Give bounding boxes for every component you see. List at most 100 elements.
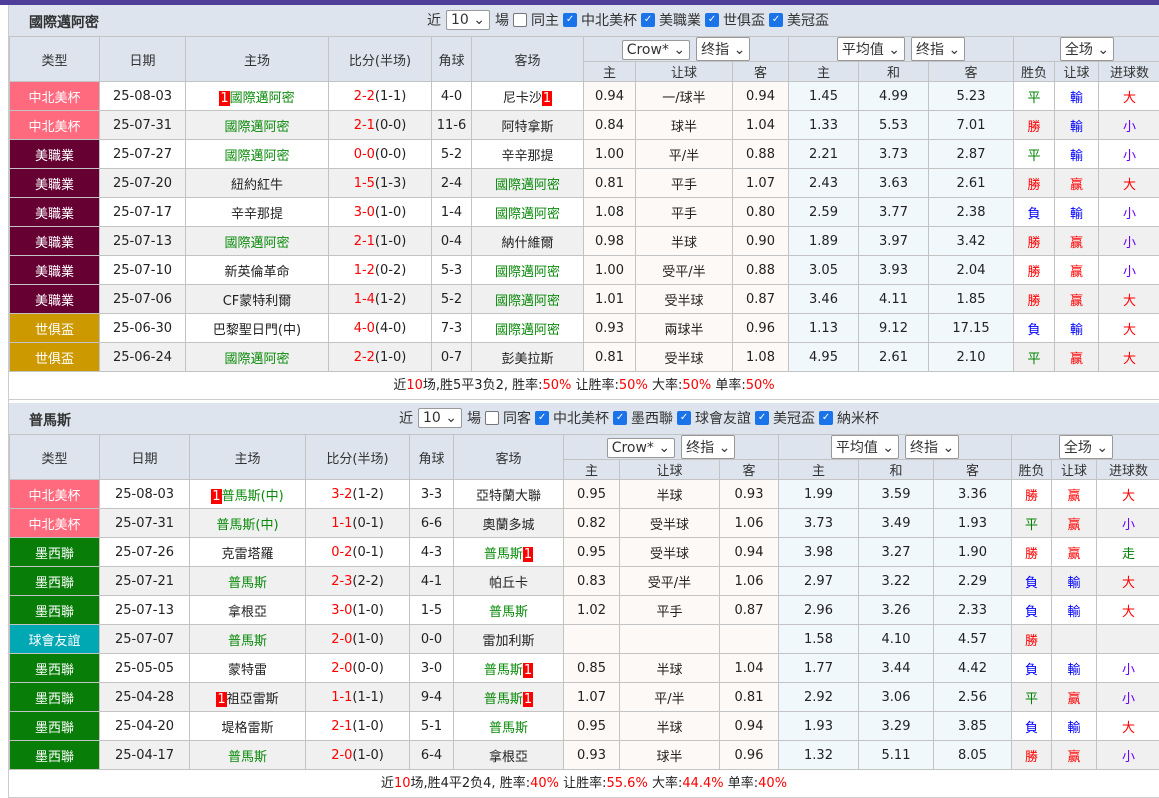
home-team-name[interactable]: 堤格雷斯: [221, 721, 273, 736]
league-checkbox[interactable]: ✓: [677, 411, 691, 425]
score-cell[interactable]: 1-1(0-1): [306, 509, 410, 538]
score-cell[interactable]: 2-2(1-1): [329, 82, 432, 111]
score-cell[interactable]: 0-2(0-1): [306, 538, 410, 567]
score-cell[interactable]: 3-0(1-0): [306, 596, 410, 625]
odds-type-select[interactable]: 终指 ⌄: [696, 37, 750, 61]
away-team-name[interactable]: 國際邁阿密: [495, 265, 560, 280]
score-cell[interactable]: 2-1(1-0): [306, 712, 410, 741]
league-type-cell[interactable]: 墨西聯: [10, 654, 100, 683]
home-team-name[interactable]: 紐約紅牛: [231, 178, 283, 193]
score-cell[interactable]: 1-5(1-3): [329, 169, 432, 198]
home-team-name[interactable]: 國際邁阿密: [224, 149, 289, 164]
same-venue-checkbox[interactable]: [513, 13, 527, 27]
score-cell[interactable]: 1-2(0-2): [329, 256, 432, 285]
score-cell[interactable]: 4-0(4-0): [329, 314, 432, 343]
home-team-name[interactable]: 拿根亞: [228, 605, 267, 620]
league-checkbox[interactable]: ✓: [641, 13, 655, 27]
league-type-cell[interactable]: 中北美杯: [10, 509, 100, 538]
away-team-name[interactable]: 阿特拿斯: [501, 120, 553, 135]
home-team-name[interactable]: 國際邁阿密: [224, 120, 289, 135]
home-team-name[interactable]: 普馬斯(中): [216, 518, 278, 533]
home-team-name[interactable]: 蒙特雷: [228, 663, 267, 678]
score-cell[interactable]: 2-2(1-0): [329, 343, 432, 372]
league-checkbox[interactable]: ✓: [705, 13, 719, 27]
away-team-name[interactable]: 奧蘭多城: [482, 518, 534, 533]
euro-type-select[interactable]: 终指 ⌄: [911, 37, 965, 61]
away-team-name[interactable]: 國際邁阿密: [495, 178, 560, 193]
league-type-cell[interactable]: 中北美杯: [10, 111, 100, 140]
league-type-cell[interactable]: 球會友誼: [10, 625, 100, 654]
away-team-name[interactable]: 尼卡沙: [503, 91, 542, 106]
same-venue-checkbox[interactable]: [485, 411, 499, 425]
home-team-name[interactable]: 國際邁阿密: [230, 91, 295, 106]
home-team-name[interactable]: 巴黎聖日門(中): [213, 323, 301, 338]
away-team-name[interactable]: 國際邁阿密: [495, 323, 560, 338]
away-team-name[interactable]: 納什維爾: [501, 236, 553, 251]
period-select[interactable]: 全场 ⌄: [1060, 37, 1114, 61]
home-team-name[interactable]: 祖亞雷斯: [227, 692, 279, 707]
company-select[interactable]: Crow* ⌄: [622, 40, 690, 60]
away-team-name[interactable]: 普馬斯: [489, 721, 528, 736]
league-type-cell[interactable]: 美職業: [10, 285, 100, 314]
score-cell[interactable]: 2-0(1-0): [306, 741, 410, 770]
score-cell[interactable]: 2-3(2-2): [306, 567, 410, 596]
home-team-name[interactable]: 普馬斯: [228, 634, 267, 649]
home-team-name[interactable]: 國際邁阿密: [224, 352, 289, 367]
score-cell[interactable]: 1-1(1-1): [306, 683, 410, 712]
away-team-name[interactable]: 國際邁阿密: [495, 207, 560, 222]
score-cell[interactable]: 1-4(1-2): [329, 285, 432, 314]
league-checkbox[interactable]: ✓: [613, 411, 627, 425]
odds-type-select[interactable]: 终指 ⌄: [681, 435, 735, 459]
league-type-cell[interactable]: 美職業: [10, 198, 100, 227]
match-count-select[interactable]: 10 ⌄: [418, 408, 462, 428]
league-type-cell[interactable]: 中北美杯: [10, 82, 100, 111]
away-team-name[interactable]: 帕丘卡: [489, 576, 528, 591]
league-checkbox[interactable]: ✓: [563, 13, 577, 27]
away-team-name[interactable]: 普馬斯: [489, 605, 528, 620]
league-type-cell[interactable]: 美職業: [10, 140, 100, 169]
league-type-cell[interactable]: 墨西聯: [10, 712, 100, 741]
score-cell[interactable]: 3-0(1-0): [329, 198, 432, 227]
league-type-cell[interactable]: 世俱盃: [10, 343, 100, 372]
away-team-name[interactable]: 普馬斯: [484, 547, 523, 562]
score-cell[interactable]: 0-0(0-0): [329, 140, 432, 169]
euro-type-select[interactable]: 终指 ⌄: [905, 435, 959, 459]
match-count-select[interactable]: 10 ⌄: [446, 10, 490, 30]
away-team-name[interactable]: 拿根亞: [489, 750, 528, 765]
home-team-name[interactable]: 普馬斯(中): [222, 489, 284, 504]
home-team-name[interactable]: 辛辛那提: [231, 207, 283, 222]
league-type-cell[interactable]: 美職業: [10, 169, 100, 198]
league-type-cell[interactable]: 墨西聯: [10, 683, 100, 712]
away-team-name[interactable]: 辛辛那提: [501, 149, 553, 164]
home-team-name[interactable]: 普馬斯: [228, 750, 267, 765]
home-team-name[interactable]: 新英倫革命: [224, 265, 289, 280]
league-checkbox[interactable]: ✓: [535, 411, 549, 425]
away-team-name[interactable]: 彭美拉斯: [501, 352, 553, 367]
home-team-name[interactable]: 普馬斯: [228, 576, 267, 591]
home-team-name[interactable]: CF蒙特利爾: [223, 294, 292, 309]
league-checkbox[interactable]: ✓: [755, 411, 769, 425]
score-cell[interactable]: 2-1(1-0): [329, 227, 432, 256]
league-type-cell[interactable]: 墨西聯: [10, 741, 100, 770]
average-select[interactable]: 平均值 ⌄: [837, 37, 905, 61]
away-team-name[interactable]: 亞特蘭大聯: [476, 489, 541, 504]
away-team-name[interactable]: 普馬斯: [484, 663, 523, 678]
league-type-cell[interactable]: 中北美杯: [10, 480, 100, 509]
league-type-cell[interactable]: 世俱盃: [10, 314, 100, 343]
away-team-name[interactable]: 國際邁阿密: [495, 294, 560, 309]
league-checkbox[interactable]: ✓: [819, 411, 833, 425]
period-select[interactable]: 全场 ⌄: [1059, 435, 1113, 459]
home-team-name[interactable]: 國際邁阿密: [224, 236, 289, 251]
company-select[interactable]: Crow* ⌄: [607, 438, 675, 458]
home-team-name[interactable]: 克雷塔羅: [221, 547, 273, 562]
league-type-cell[interactable]: 美職業: [10, 256, 100, 285]
away-team-name[interactable]: 雷加利斯: [482, 634, 534, 649]
score-cell[interactable]: 3-2(1-2): [306, 480, 410, 509]
league-type-cell[interactable]: 墨西聯: [10, 596, 100, 625]
score-cell[interactable]: 2-0(0-0): [306, 654, 410, 683]
league-type-cell[interactable]: 墨西聯: [10, 567, 100, 596]
score-cell[interactable]: 2-1(0-0): [329, 111, 432, 140]
score-cell[interactable]: 2-0(1-0): [306, 625, 410, 654]
league-type-cell[interactable]: 墨西聯: [10, 538, 100, 567]
average-select[interactable]: 平均值 ⌄: [831, 435, 899, 459]
